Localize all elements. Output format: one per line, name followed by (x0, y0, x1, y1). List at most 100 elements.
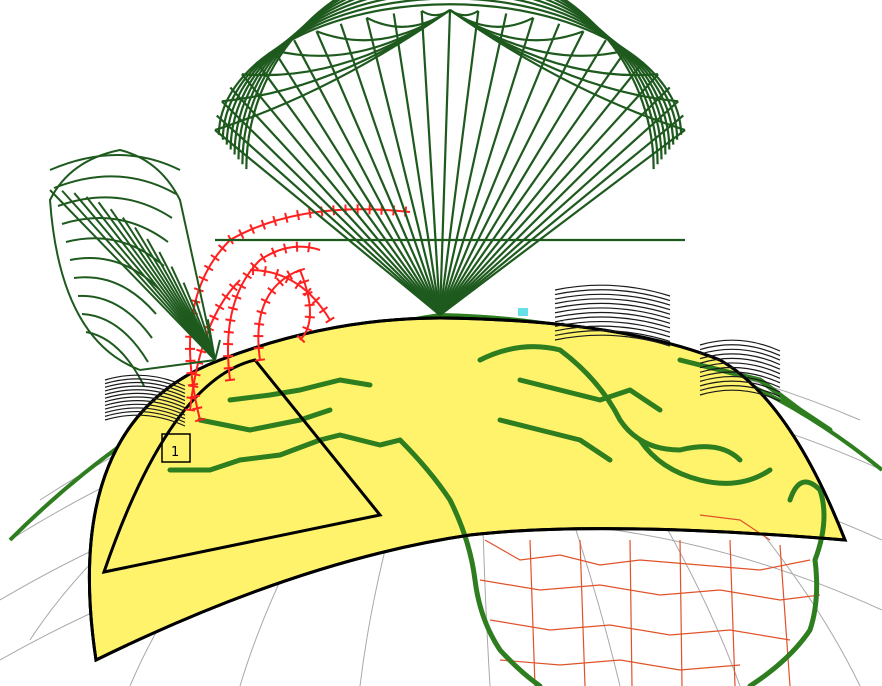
orbit-track-tick (253, 346, 264, 350)
mesh-horizon-arc (554, 284, 671, 297)
mesh-parallel (229, 0, 671, 150)
mesh-radial-line (439, 100, 679, 316)
mesh-left-parallel (85, 331, 145, 387)
mesh-horizon-arc (104, 378, 186, 391)
orbit-track-tick (325, 316, 335, 324)
mesh-horizon-arc (554, 289, 671, 302)
mesh-radial-line (420, 10, 442, 316)
mesh-left-radial (97, 201, 216, 361)
mesh-horizon-arc (104, 410, 186, 423)
orbit-tracks (184, 204, 411, 423)
orbit-track-tick (238, 229, 245, 239)
mesh-meridian (421, 9, 451, 17)
mesh-parallel (237, 0, 663, 160)
orbit-track-tick (210, 254, 220, 262)
site-marker-box (161, 433, 191, 463)
orbit-track-tick (186, 396, 197, 400)
mesh-radial-line (293, 39, 441, 316)
mesh-radial-line (215, 114, 441, 316)
mesh-parallel (241, 0, 659, 165)
mesh-horizon-arc (104, 400, 186, 413)
orbit-track-tick (242, 272, 252, 280)
mesh-horizon-arc (699, 371, 781, 384)
orbit-track-tick (190, 372, 201, 377)
mesh-radial-line (439, 86, 671, 316)
mesh-left-radial (61, 190, 216, 361)
orbit-track-tick (209, 314, 219, 321)
mesh-horizon-arc (554, 302, 671, 315)
mesh-horizon-arc (554, 334, 671, 347)
mesh-left-radial (194, 299, 216, 361)
mesh-radial-line (273, 49, 441, 316)
mesh-radial-line (392, 13, 442, 316)
mesh-horizon-arc (699, 362, 781, 375)
mesh-horizon-arc (104, 381, 186, 394)
mesh-horizon-arc (554, 307, 671, 320)
mesh-radial-line (241, 73, 441, 316)
mesh-horizon-arc (699, 348, 781, 361)
mesh-radial-line (438, 9, 452, 316)
mesh-left-radial (214, 339, 221, 361)
mesh-horizon-arc (699, 366, 781, 379)
mesh-parallel (245, 0, 655, 170)
mesh-horizon-arc (699, 353, 781, 366)
orbit-track-tick (223, 330, 234, 334)
mesh-left-parallel (65, 237, 165, 267)
orbit-track-tick (221, 293, 231, 301)
mesh-left-parallel (73, 276, 157, 315)
orbit-track-tick (299, 279, 310, 285)
orbit-track-tick (249, 224, 256, 235)
orbit-track-tick (254, 358, 266, 362)
mesh-left-parallel (81, 313, 149, 363)
mesh-left-parallel (69, 257, 161, 291)
orbit-track-tick (304, 315, 315, 319)
mesh-meridian (449, 9, 686, 132)
mesh-left-parallel (57, 196, 173, 219)
mesh-radial-line (439, 129, 686, 316)
mesh-radial-line (365, 17, 442, 316)
mesh-radial-line (339, 23, 442, 316)
mesh-horizon-arc (699, 357, 781, 370)
orbit-track-tick (304, 303, 315, 307)
orbit-track-tick (318, 306, 329, 314)
orbit-track-tick (225, 318, 236, 323)
mesh-horizon-arc (699, 375, 781, 388)
mesh-radial-line (438, 23, 561, 316)
mesh-horizon-arc (104, 374, 186, 387)
coverage-footprint (87, 316, 848, 663)
orbit-track-tick (270, 247, 277, 258)
mesh-horizon-arc (554, 293, 671, 306)
orbit-track-tick (296, 210, 300, 221)
orbit-track-tick (302, 325, 313, 332)
mesh-parallel (217, 3, 683, 135)
site-marker[interactable]: 1 (161, 433, 191, 463)
orbit-track-tick (217, 244, 227, 253)
mesh-left-radial (85, 196, 216, 361)
mesh-radial-line (255, 61, 441, 316)
mesh-radial-line (439, 73, 659, 316)
orbit-track-tick (260, 298, 271, 305)
mesh-radial-line (438, 17, 535, 316)
orbit-track-tick (284, 212, 289, 223)
mesh-meridian (366, 9, 451, 28)
coverage-footprint-fill (87, 316, 848, 663)
mesh-radial-line (214, 129, 441, 316)
orbit-track-tick (284, 273, 291, 284)
mesh-horizon-arc (554, 316, 671, 329)
orbit-track-tick (307, 242, 311, 253)
mesh-horizon-arc (554, 325, 671, 338)
mesh-radial-line (439, 114, 684, 316)
mesh-horizon-arc (104, 396, 186, 409)
orbit-track-line (227, 245, 321, 381)
highlight-marker (518, 308, 528, 316)
orbit-track-tick (282, 243, 288, 254)
orbit-track-tick (275, 277, 284, 287)
mesh-horizon-arc (104, 389, 186, 402)
orbit-track-tick (294, 279, 302, 290)
orbit-track-line (189, 279, 241, 411)
orbit-track-tick (274, 268, 280, 280)
orbit-track-tick (198, 275, 209, 282)
orbit-track-tick (228, 283, 238, 292)
mesh-left-radial (49, 189, 216, 361)
